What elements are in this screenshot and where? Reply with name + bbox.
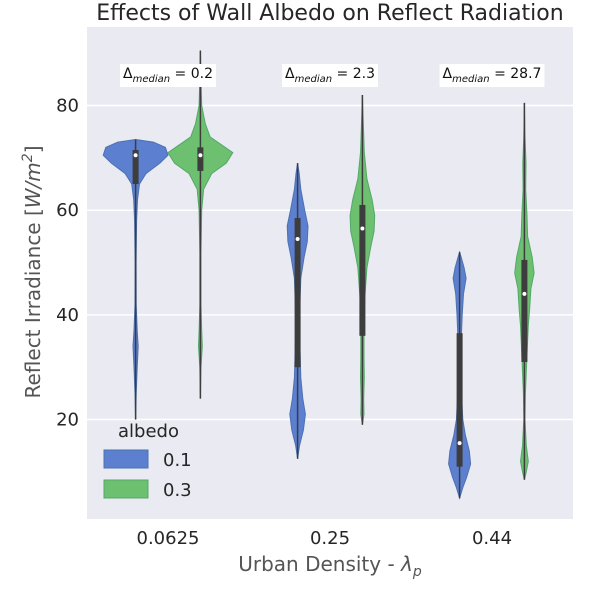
x-axis-label-subscript: p [412,564,422,580]
legend-label-0.1: 0.1 [163,450,192,471]
violin-iqr-box [521,259,528,362]
plot-background [87,27,573,519]
violin-0.1-0.44 [448,250,472,500]
x-axis-label: Urban Density - λp [238,552,422,580]
violin-0.3-0.25 [349,94,376,425]
violin-median-dot [133,153,138,158]
annotation-delta: Δ [123,66,133,82]
y-tick-label: 20 [56,410,79,431]
y-axis-label-unit: W/m [21,162,45,208]
violin-0.1-0.0625 [102,138,169,420]
violin-median-dot [198,153,203,158]
annotation-delta: Δ [443,66,453,82]
x-tick-label: 0.0625 [137,528,200,549]
annotation-box [282,64,378,87]
violin-iqr-box [197,147,204,171]
y-axis-label-close: ] [21,145,45,153]
y-tick-label: 80 [56,96,79,117]
legend-swatch-0.1 [103,449,149,469]
violin-iqr-box [132,150,139,185]
violin-median-dot [360,226,365,231]
annotation-delta: Δ [285,66,295,82]
legend-label-0.3: 0.3 [163,480,192,501]
y-axis-label-exponent: 2 [20,153,36,162]
violin-iqr-box [456,333,463,467]
delta-median-annotation: Δmedian = 2.3 [285,66,375,85]
x-axis-label-symbol: λ [400,552,413,576]
delta-median-annotation: Δmedian = 0.2 [123,66,213,85]
violin-iqr-box [294,218,301,368]
violin-median-dot [522,291,527,296]
annotation-box [439,64,545,87]
legend-title: albedo [118,421,179,442]
legend: albedo 0.1 0.3 [103,421,192,501]
annotation-subscript: median [133,74,171,85]
axes: 20 40 60 80 0.0625 0.25 0.44 [56,96,512,549]
x-axis-label-main: Urban Density - [238,552,401,576]
violins [102,50,535,500]
violin-0.3-0.0625 [167,50,234,399]
annotation-value: = 0.2 [170,66,213,82]
annotations: Δmedian = 0.2 Δmedian = 2.3 Δmedian = 28.7 [120,64,545,87]
violin-0.3-0.44 [514,102,535,480]
annotation-box [120,64,216,87]
annotation-value: = 2.3 [332,66,375,82]
annotation-value: = 28.7 [490,66,542,82]
gridlines [87,104,573,421]
annotation-subscript: median [295,74,333,85]
chart-title: Effects of Wall Albedo on Reflect Radiat… [96,1,563,26]
delta-median-annotation: Δmedian = 28.7 [443,66,542,85]
violin-median-dot [295,236,300,241]
annotation-subscript: median [452,74,490,85]
y-tick-label: 40 [56,305,79,326]
violin-0.1-0.25 [286,163,309,459]
violin-median-dot [457,441,462,446]
y-tick-label: 60 [56,200,79,221]
y-axis-label: Reflect Irradiance [W/m2] [20,145,45,398]
x-tick-label: 0.25 [310,528,350,549]
y-axis-label-main: Reflect Irradiance [ [21,208,45,398]
legend-swatch-0.3 [103,479,149,499]
x-tick-label: 0.44 [472,528,512,549]
violin-iqr-box [359,204,366,336]
